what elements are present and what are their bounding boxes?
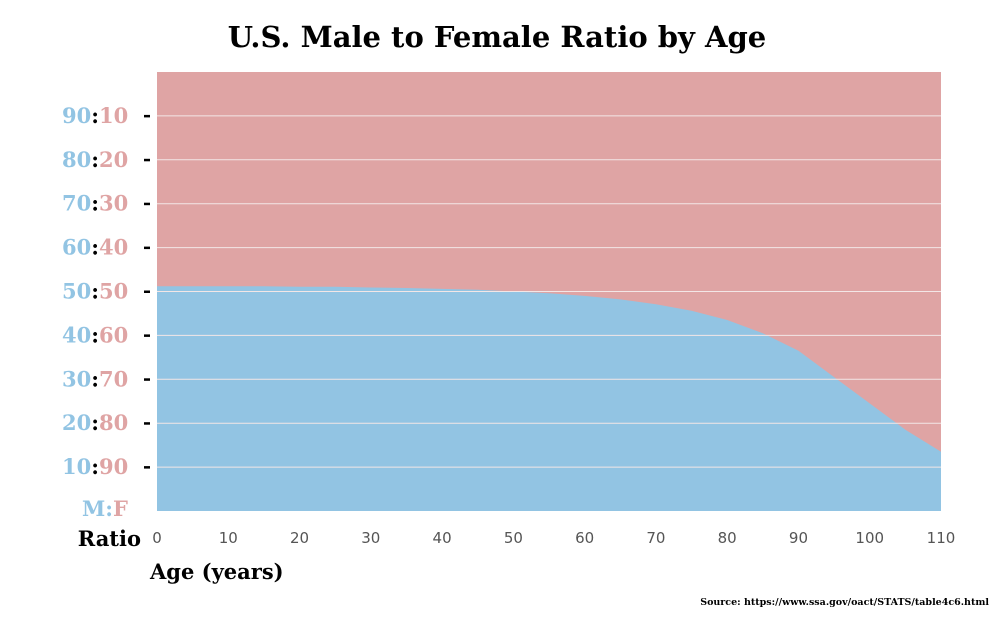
y-axis: 90:10 80:20 70:30 60:40 50:50 40:60 30:70 20:80… [62, 103, 150, 521]
male-area [157, 286, 941, 511]
x-tick-label: 40 [433, 529, 452, 547]
y-tick-mark [144, 334, 150, 337]
x-axis: 0 10 20 30 40 50 60 70 80 90 100 110 [152, 529, 955, 547]
baseline-label: M:F [82, 496, 128, 521]
x-tick-label: 60 [575, 529, 594, 547]
y-tick-mark [144, 290, 150, 293]
x-axis-label: Age (years) [149, 559, 284, 584]
y-tick-mark [144, 378, 150, 381]
x-tick-label: 80 [718, 529, 737, 547]
y-tick-label: 90:10 [62, 103, 128, 128]
y-tick-label: 20:80 [62, 410, 128, 435]
y-tick-label: 30:70 [62, 366, 128, 391]
y-tick-label: 60:40 [62, 235, 128, 260]
x-tick-label: 10 [219, 529, 238, 547]
x-tick-label: 90 [789, 529, 808, 547]
y-tick-mark [144, 158, 150, 162]
x-tick-label: 50 [504, 529, 523, 547]
y-tick-mark [144, 114, 150, 118]
x-tick-label: 100 [855, 529, 884, 547]
y-tick-mark [144, 466, 150, 469]
y-tick-label: 70:30 [62, 191, 128, 216]
plot-area [157, 72, 941, 511]
x-tick-label: 70 [646, 529, 665, 547]
x-tick-label: 20 [290, 529, 309, 547]
y-tick-label: 10:90 [62, 454, 128, 479]
source-note: Source: https://www.ssa.gov/oact/STATS/t… [700, 597, 989, 608]
chart-title: U.S. Male to Female Ratio by Age [228, 20, 766, 54]
y-tick-label: 80:20 [62, 147, 128, 172]
y-tick-mark [144, 202, 150, 206]
x-tick-label: 110 [927, 529, 956, 547]
y-tick-label: 40:60 [62, 322, 128, 347]
y-tick-label: 50:50 [62, 279, 128, 304]
x-tick-label: 0 [152, 529, 162, 547]
x-tick-label: 30 [361, 529, 380, 547]
y-tick-mark [144, 246, 150, 250]
y-tick-mark [144, 422, 150, 425]
y-axis-label: Ratio [78, 526, 141, 551]
